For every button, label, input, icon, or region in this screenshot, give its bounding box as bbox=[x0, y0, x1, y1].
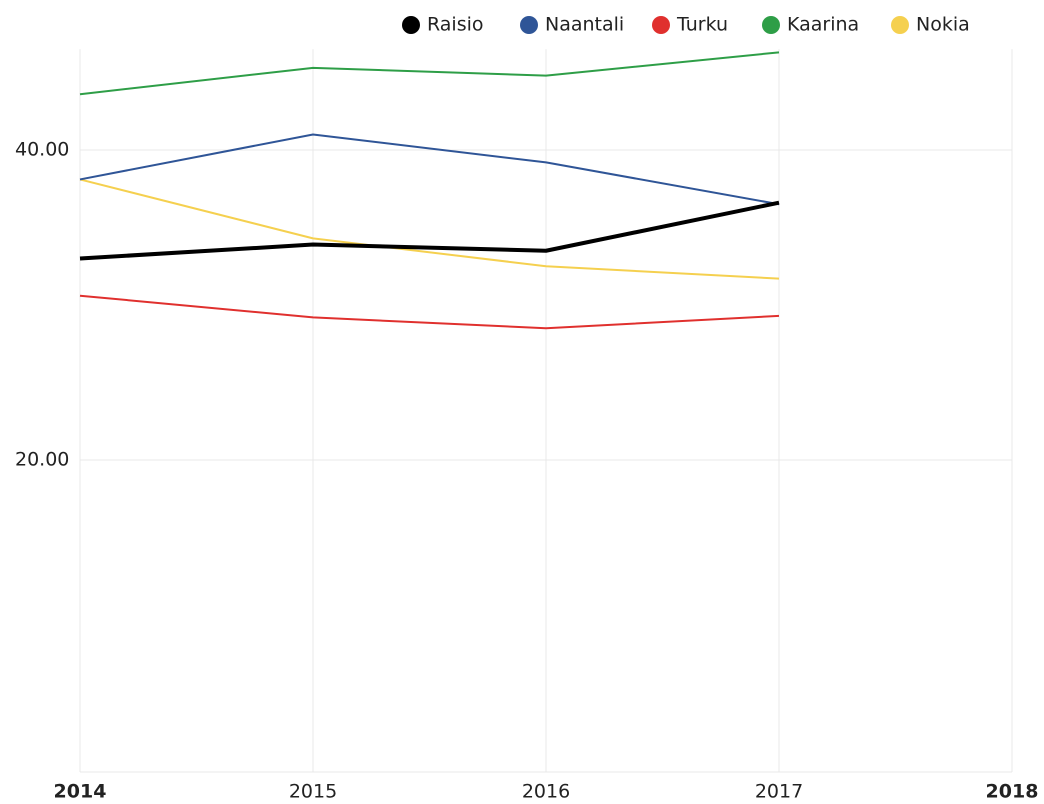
legend-label: Raisio bbox=[427, 14, 484, 36]
series-line bbox=[79, 200, 780, 261]
legend-marker bbox=[652, 16, 670, 34]
legend-label: Nokia bbox=[916, 14, 970, 36]
series-line bbox=[79, 133, 780, 206]
x-tick-label: 2018 bbox=[986, 781, 1039, 803]
legend-label: Kaarina bbox=[787, 14, 859, 36]
x-tick-label: 2016 bbox=[522, 781, 570, 803]
legend-label: Turku bbox=[676, 14, 728, 36]
series-line bbox=[79, 294, 780, 330]
series-line bbox=[79, 51, 780, 96]
x-tick-label: 2014 bbox=[54, 781, 107, 803]
legend-marker bbox=[402, 16, 420, 34]
legend-marker bbox=[891, 16, 909, 34]
y-tick-label: 40.00 bbox=[15, 139, 69, 161]
x-tick-label: 2015 bbox=[289, 781, 337, 803]
legend-marker bbox=[762, 16, 780, 34]
legend-label: Naantali bbox=[545, 14, 624, 36]
series-line bbox=[79, 178, 780, 280]
x-tick-label: 2017 bbox=[755, 781, 803, 803]
y-tick-label: 20.00 bbox=[15, 449, 69, 471]
legend-marker bbox=[520, 16, 538, 34]
